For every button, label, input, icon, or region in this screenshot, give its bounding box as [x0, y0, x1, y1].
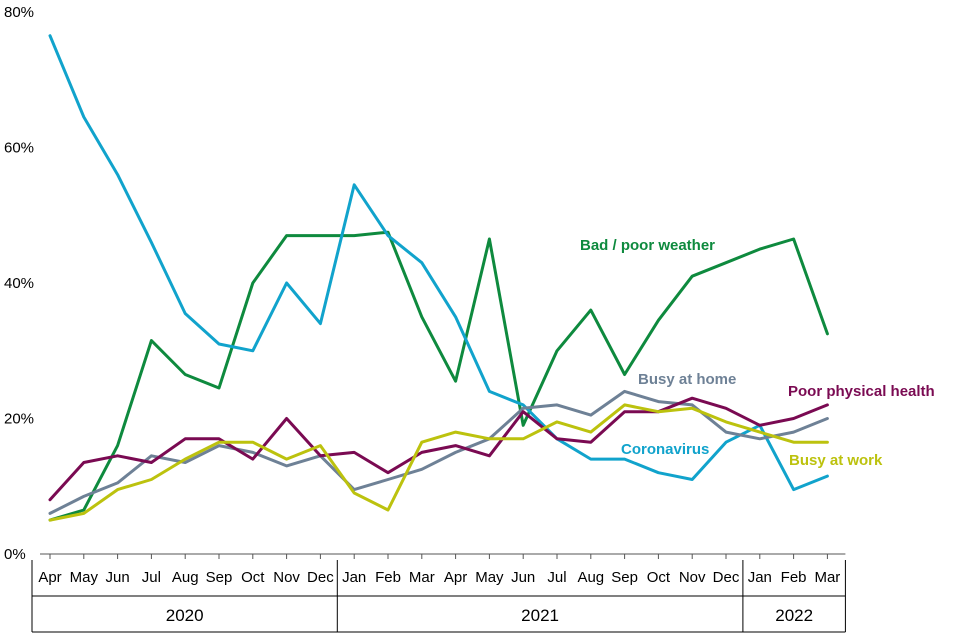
x-tick-label: Apr — [444, 569, 467, 586]
series-label-coronavirus: Coronavirus — [621, 441, 709, 458]
series-label-busy-at-home: Busy at home — [638, 371, 736, 388]
x-tick-label: May — [70, 569, 99, 586]
x-tick-label: Jun — [106, 569, 130, 586]
x-tick-label: Sep — [206, 569, 233, 586]
x-tick-label: Oct — [241, 569, 265, 586]
x-tick-label: Nov — [679, 569, 706, 586]
x-tick-label: Aug — [577, 569, 604, 586]
year-label: 2021 — [521, 606, 559, 625]
series-label-bad-poor-weather: Bad / poor weather — [580, 237, 715, 254]
x-tick-label: Apr — [38, 569, 61, 586]
x-tick-label: Feb — [781, 569, 807, 586]
x-tick-label: Dec — [713, 569, 740, 586]
series-line-coronavirus — [48, 34, 829, 492]
x-tick-label: Dec — [307, 569, 334, 586]
x-tick-label: Mar — [814, 569, 840, 586]
y-tick-label: 40% — [4, 275, 34, 292]
series-line-poor-physical-health — [48, 396, 829, 502]
series-label-poor-physical-health: Poor physical health — [788, 383, 935, 400]
x-tick-label: May — [475, 569, 504, 586]
series-label-busy-at-work: Busy at work — [789, 452, 883, 469]
series-line-bad-poor-weather — [48, 230, 829, 522]
x-tick-label: Nov — [273, 569, 300, 586]
y-tick-label: 20% — [4, 411, 34, 428]
x-tick-label: Mar — [409, 569, 435, 586]
x-tick-label: Jan — [342, 569, 366, 586]
year-label: 2020 — [166, 606, 204, 625]
year-label: 2022 — [775, 606, 813, 625]
y-tick-label: 0% — [4, 546, 26, 563]
x-tick-label: Jun — [511, 569, 535, 586]
x-tick-label: Aug — [172, 569, 199, 586]
x-tick-label: Jan — [748, 569, 772, 586]
y-tick-label: 80% — [4, 4, 34, 21]
x-tick-label: Jul — [547, 569, 566, 586]
x-tick-label: Sep — [611, 569, 638, 586]
x-tick-label: Jul — [142, 569, 161, 586]
x-tick-label: Oct — [647, 569, 671, 586]
series-line-busy-at-work — [48, 403, 829, 522]
y-tick-label: 60% — [4, 140, 34, 157]
x-tick-label: Feb — [375, 569, 401, 586]
